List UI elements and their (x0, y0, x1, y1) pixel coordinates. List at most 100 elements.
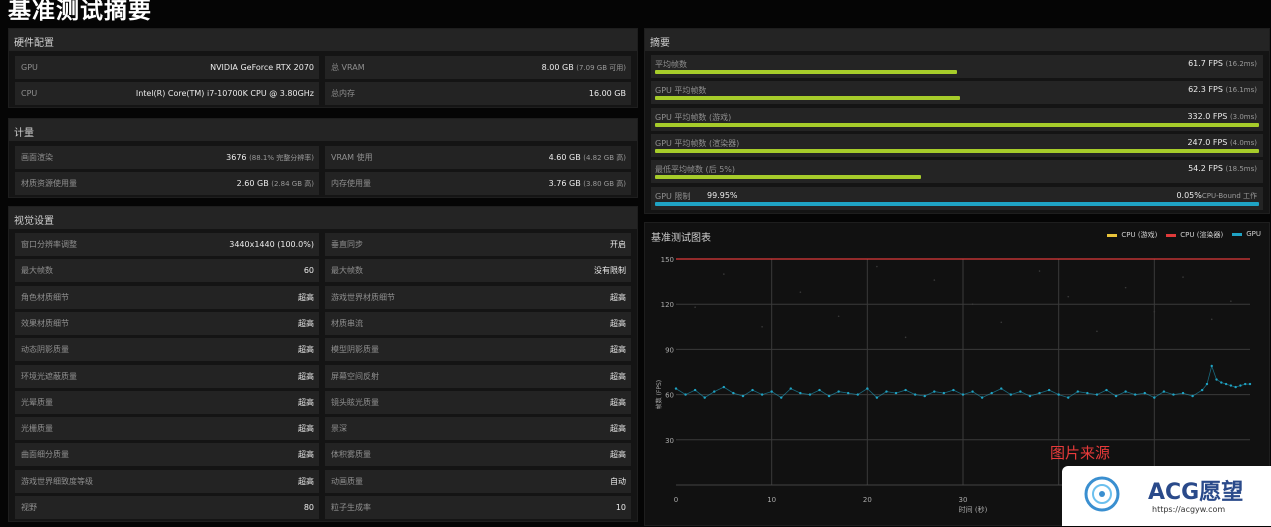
setting-value: 超高 (610, 391, 626, 414)
setting-label: 游戏世界细致度等级 (21, 476, 93, 486)
data-point (1000, 387, 1003, 390)
metrics-panel-title: 计量 (9, 119, 637, 141)
setting-value-main: 超高 (610, 424, 626, 434)
data-point (722, 385, 726, 389)
setting-value-main: NVIDIA GeForce RTX 2070 (210, 63, 314, 72)
data-point (876, 265, 878, 268)
data-point (1239, 384, 1242, 387)
summary-row: GPU 平均帧数 62.3 FPS (16.1ms) (651, 81, 1263, 105)
setting-value-main: 超高 (610, 345, 626, 355)
y-tick-label: 60 (665, 392, 674, 400)
setting-value: 开启 (610, 233, 626, 256)
summary-panel-title: 摘要 (645, 29, 1269, 51)
data-point (1248, 382, 1252, 386)
data-point (961, 393, 965, 396)
data-point (760, 393, 764, 396)
data-point (942, 391, 946, 395)
data-point (799, 291, 802, 293)
setting-row: 材质资源使用量 2.60 GB (2.84 GB 高) (15, 172, 319, 195)
summary-value: 61.7 FPS (16.2ms) (1188, 59, 1257, 68)
visual-settings-panel-title: 视觉设置 (9, 207, 637, 229)
setting-label: 内存使用量 (331, 179, 371, 188)
x-axis-label: 时间 (秒) (959, 505, 988, 514)
setting-row: 光栅质量 超高 (15, 417, 319, 441)
summary-value-main: 0.05% (1176, 190, 1202, 200)
setting-value: 超高 (610, 417, 626, 440)
data-point (971, 390, 974, 393)
setting-value: 3676 (88.1% 完整分辨率) (226, 146, 314, 170)
setting-row: 景深 超高 (325, 417, 631, 441)
visual-settings-panel: 视觉设置 窗口分辨率调整 3440x1440 (100.0%) 垂直同步 开启 最大帧数… (8, 206, 638, 522)
summary-progress-bar (655, 175, 921, 180)
data-point (1038, 270, 1041, 272)
data-point (713, 390, 716, 393)
hardware-panel: 硬件配置 GPU NVIDIA GeForce RTX 2070 总 VRAM 8.… (8, 28, 638, 108)
setting-row: VRAM 使用 4.60 GB (4.82 GB 高) (325, 146, 631, 169)
summary-value-note: (3.0ms) (1229, 112, 1257, 121)
chart-legend: CPU (游戏) CPU (渲染器) GPU (1107, 230, 1261, 240)
setting-value-main: 超高 (298, 345, 314, 355)
setting-row: 最大帧数 60 (15, 259, 319, 283)
summary-label: GPU 平均帧数 (渲染器) (655, 138, 740, 148)
data-point (875, 396, 879, 399)
setting-value: 80 (304, 496, 314, 519)
setting-label: 游戏世界材质细节 (331, 292, 395, 302)
setting-value: 超高 (298, 443, 314, 466)
legend-label: GPU (1246, 230, 1261, 238)
data-point (674, 387, 678, 390)
setting-label: 粒子生成率 (331, 503, 371, 512)
data-point (1096, 330, 1098, 333)
watermark-box (1062, 466, 1271, 526)
summary-label: GPU 平均帧数 (游戏) (655, 112, 732, 122)
setting-label: 环境光遮蔽质量 (21, 371, 77, 381)
setting-label: 最大帧数 (21, 266, 53, 276)
data-point (1210, 364, 1213, 368)
setting-row: 动画质量 自动 (325, 469, 631, 493)
data-point (933, 390, 936, 393)
data-point (933, 279, 936, 281)
setting-value-main: 超高 (298, 424, 314, 434)
summary-value: 247.0 FPS (4.0ms) (1187, 138, 1257, 147)
legend-swatch (1232, 232, 1243, 236)
setting-row: 内存使用量 3.76 GB (3.80 GB 高) (325, 172, 631, 195)
data-point (693, 388, 697, 392)
setting-value-main: 超高 (610, 292, 626, 302)
setting-value-note: (7.09 GB 可用) (576, 64, 626, 72)
setting-label: 镜头眩光质量 (331, 397, 379, 407)
setting-row: 粒子生成率 10 (325, 496, 631, 519)
setting-value-main: 没有限制 (594, 266, 626, 276)
metrics-panel: 计量 画面渲染 3676 (88.1% 完整分辨率) VRAM 使用 4.60 GB … (8, 118, 638, 198)
data-point (1124, 390, 1127, 393)
data-point (1067, 295, 1070, 298)
summary-value-main: 247.0 FPS (1187, 137, 1228, 147)
setting-row: 视野 80 (15, 496, 319, 519)
setting-row: 体积雾质量 超高 (325, 443, 631, 467)
setting-label: 屏幕空间反射 (331, 371, 379, 381)
setting-row: 垂直同步 开启 (325, 233, 631, 256)
setting-value: 超高 (298, 286, 314, 309)
legend-item: GPU (1232, 230, 1261, 240)
summary-value: 0.05%CPU-Bound 工作 (1176, 191, 1257, 201)
data-point (1224, 382, 1228, 386)
data-point (923, 394, 926, 398)
setting-label: VRAM 使用 (331, 153, 373, 162)
setting-value: 3.76 GB (3.80 GB 高) (549, 172, 626, 196)
setting-value: 超高 (298, 365, 314, 388)
data-point (1210, 318, 1213, 321)
data-point (732, 391, 735, 395)
setting-value-note: (3.80 GB 高) (583, 180, 626, 188)
setting-row: 曲面细分质量 超高 (15, 443, 319, 467)
data-point (894, 391, 898, 395)
setting-label: 最大帧数 (331, 266, 363, 276)
setting-value: 超高 (610, 312, 626, 335)
data-point (818, 388, 821, 392)
watermark-brand: ACG愿望 (1148, 480, 1244, 505)
data-point (913, 393, 917, 396)
y-axis-label: 帧数 (FPS) (655, 380, 663, 409)
setting-value-main: 10 (615, 503, 626, 512)
setting-value: 3440x1440 (100.0%) (229, 233, 314, 256)
data-point (751, 388, 754, 392)
data-point (1105, 388, 1108, 392)
x-tick-label: 30 (959, 496, 968, 504)
setting-label: 视野 (21, 503, 37, 512)
